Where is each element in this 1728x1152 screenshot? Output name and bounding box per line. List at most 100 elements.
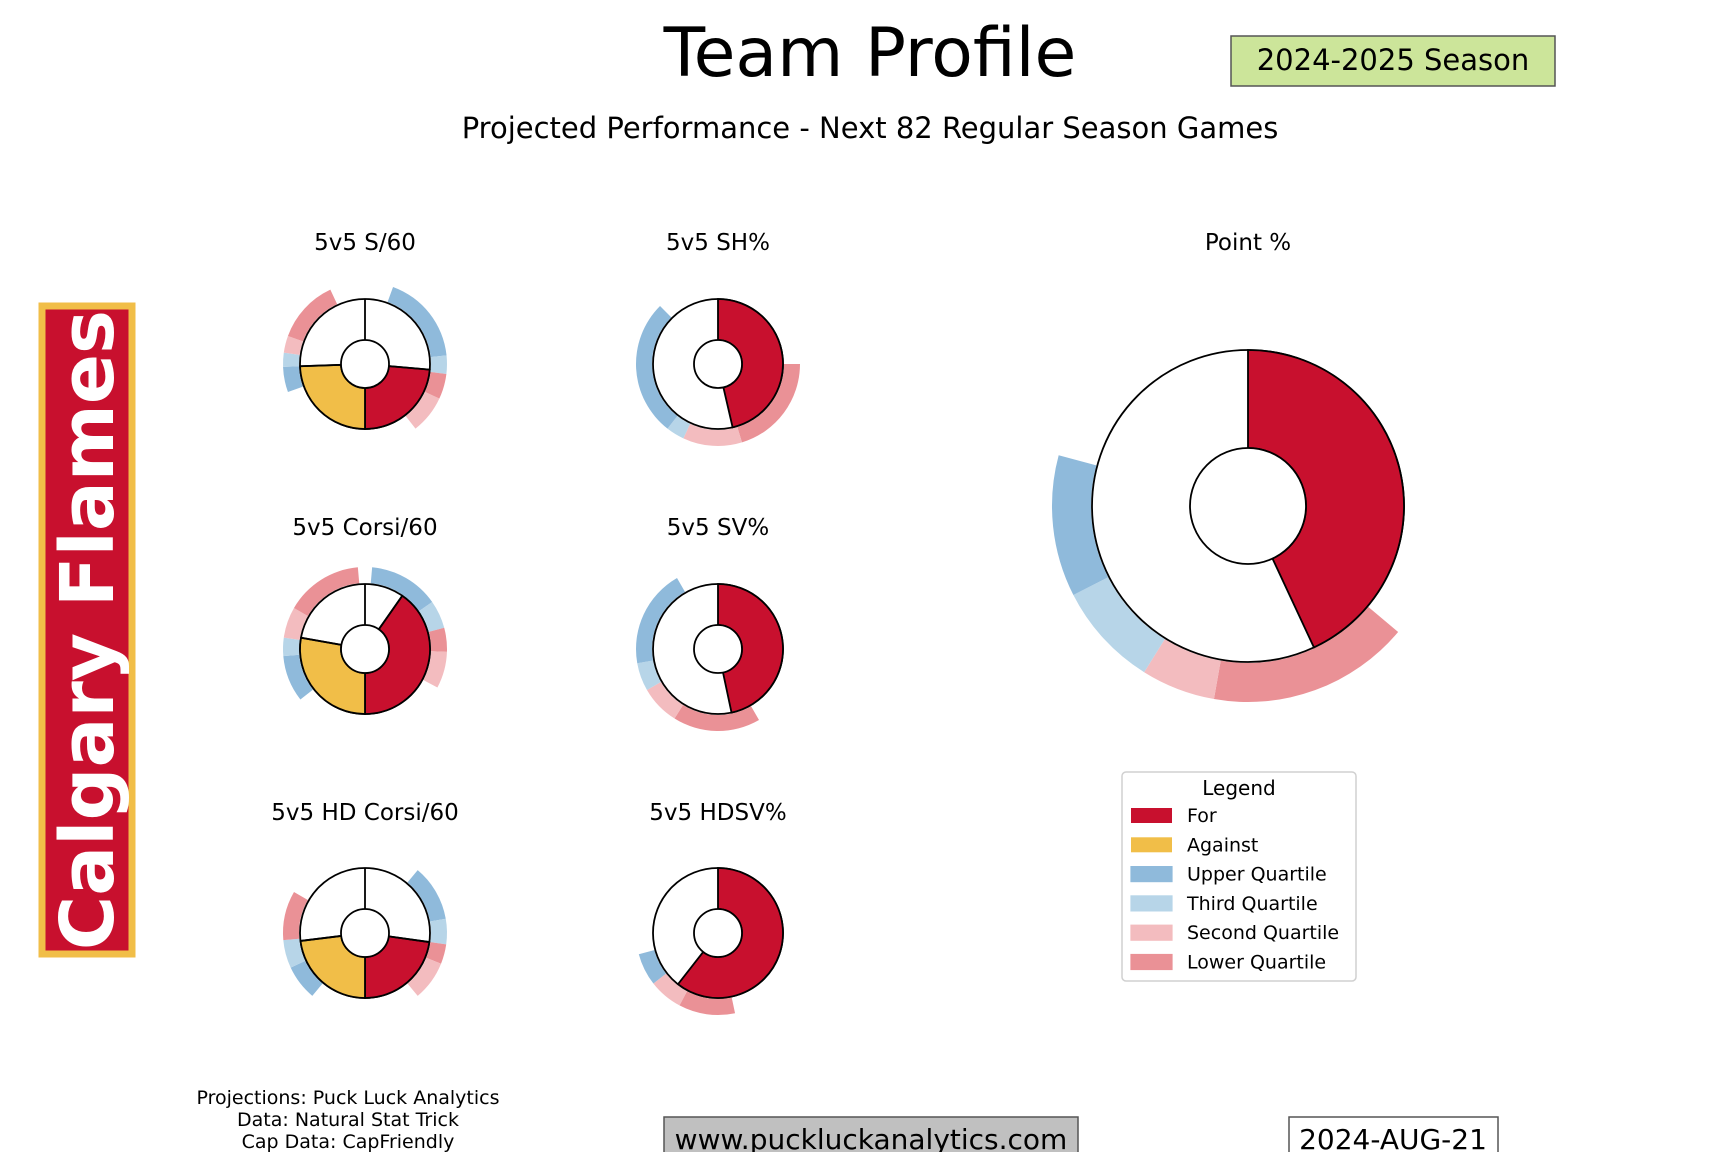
donut-chart-1: 5v5 S/60 <box>283 230 447 430</box>
quartile-arc-third <box>1073 577 1165 673</box>
quartile-arc-second <box>653 973 688 1006</box>
donut-hole <box>340 908 390 958</box>
quartile-arc-upper <box>638 950 666 984</box>
slice-divider <box>300 636 342 646</box>
donut-chart-4: 5v5 SV% <box>636 515 784 731</box>
page-title: Team Profile <box>663 14 1077 93</box>
donut-hole <box>693 908 743 958</box>
quartile-arc-second <box>283 335 303 355</box>
quartile-arc-third <box>283 352 300 367</box>
report-date: 2024-AUG-21 <box>1299 1123 1487 1152</box>
quartile-arc-lower <box>293 567 360 616</box>
legend-item: Against <box>1131 834 1258 856</box>
quartile-arc-upper <box>636 306 678 429</box>
donut-hole <box>693 339 743 389</box>
quartile-arc-second <box>405 391 440 429</box>
season-badge <box>1230 35 1556 87</box>
donut-chart-5: 5v5 HD Corsi/60 <box>271 800 459 999</box>
slice-divider <box>300 935 342 942</box>
quartile-arc-lower <box>424 372 447 399</box>
quartile-arc-third <box>667 416 691 439</box>
quartile-arc-third <box>430 355 447 374</box>
donut-chart-2: 5v5 SH% <box>636 230 800 446</box>
legend: Legend For Against Upper Quartile Third Qua… <box>1121 771 1357 982</box>
legend-item: For <box>1131 805 1217 827</box>
chart-title: 5v5 HD Corsi/60 <box>271 800 458 826</box>
legend-swatch <box>1130 924 1173 941</box>
quartile-arc-upper <box>636 577 685 664</box>
quartile-arc-lower <box>287 289 338 342</box>
legend-item: Third Quartile <box>1130 893 1318 915</box>
legend-title: Legend <box>1202 776 1275 800</box>
chart-title: 5v5 SV% <box>667 515 769 541</box>
legend-item: Upper Quartile <box>1130 864 1327 886</box>
quartile-arc-upper <box>283 654 313 700</box>
quartile-arc-third <box>419 601 445 632</box>
team-name: Calgary Flames <box>45 310 131 950</box>
website-link[interactable]: www.puckluckanalytics.com <box>675 1123 1068 1152</box>
quartile-arc-third <box>637 660 661 690</box>
legend-swatch <box>1130 953 1173 971</box>
legend-label: Against <box>1187 834 1258 856</box>
quartile-arc-upper <box>290 960 323 996</box>
legend-label: Second Quartile <box>1187 922 1339 944</box>
legend-item: Lower Quartile <box>1130 952 1326 974</box>
quartile-arc-upper <box>1051 455 1109 595</box>
legend-label: For <box>1187 805 1217 827</box>
quartile-arc-second <box>1144 639 1221 700</box>
quartile-arc-third <box>429 918 447 945</box>
chart-title: 5v5 HDSV% <box>649 800 786 826</box>
chart-title: 5v5 S/60 <box>314 230 416 256</box>
slice-divider <box>388 365 430 371</box>
website-badge <box>663 1116 1079 1152</box>
legend-label: Third Quartile <box>1186 893 1318 915</box>
slice-divider <box>388 935 430 943</box>
quartile-arc-lower <box>679 991 736 1015</box>
quartile-arc-second <box>646 682 684 719</box>
legend-item: Second Quartile <box>1130 922 1339 944</box>
quartile-arc-lower <box>428 627 447 652</box>
page-subtitle: Projected Performance - Next 82 Regular … <box>462 111 1279 145</box>
quartile-arc-second <box>283 608 308 640</box>
quartile-arc-third <box>283 938 306 968</box>
quartile-arc-third <box>283 637 300 657</box>
chart-title: Point % <box>1205 230 1291 256</box>
donut-hole <box>340 339 390 389</box>
slice-divider <box>300 363 342 368</box>
legend-swatch <box>1130 865 1173 883</box>
legend-swatch <box>1130 895 1173 912</box>
quartile-arc-lower <box>283 892 308 941</box>
team-banner <box>38 302 136 958</box>
quartile-arc-lower <box>737 364 800 443</box>
quartile-arc-upper <box>283 366 303 393</box>
legend-swatch <box>1131 808 1172 823</box>
slice-divider <box>378 595 404 630</box>
credit-projections: Projections: Puck Luck Analytics <box>196 1087 499 1109</box>
quartile-arc-upper <box>370 567 433 612</box>
quartile-arc-lower <box>426 942 447 964</box>
quartile-arc-upper <box>387 286 447 358</box>
date-badge <box>1288 1116 1499 1152</box>
donut-chart-7: Point % <box>1051 230 1405 702</box>
chart-title: 5v5 Corsi/60 <box>292 515 437 541</box>
credit-data: Data: Natural Stat Trick <box>237 1109 459 1131</box>
chart-title: 5v5 SH% <box>666 230 770 256</box>
credit-cap-data: Cap Data: CapFriendly <box>242 1131 455 1152</box>
donut-charts: 5v5 S/60 5v5 SH% 5v5 Corsi/60 5v5 SV% 5v5 HD… <box>271 230 1405 1015</box>
quartile-arc-second <box>683 423 742 446</box>
quartile-arc-upper <box>407 870 446 922</box>
quartile-arc-second <box>423 651 447 688</box>
legend-box <box>1121 771 1357 982</box>
donut-hole <box>693 624 743 674</box>
quartile-arc-lower <box>1213 606 1399 702</box>
legend-label: Lower Quartile <box>1187 952 1326 974</box>
quartile-arc-lower <box>674 704 759 731</box>
season-label: 2024-2025 Season <box>1257 43 1530 77</box>
quartile-arc-second <box>407 957 442 996</box>
donut-hole <box>340 624 390 674</box>
donut-chart-3: 5v5 Corsi/60 <box>283 515 447 715</box>
donut-hole <box>1189 447 1307 565</box>
legend-label: Upper Quartile <box>1187 864 1327 886</box>
legend-swatch <box>1131 837 1172 853</box>
